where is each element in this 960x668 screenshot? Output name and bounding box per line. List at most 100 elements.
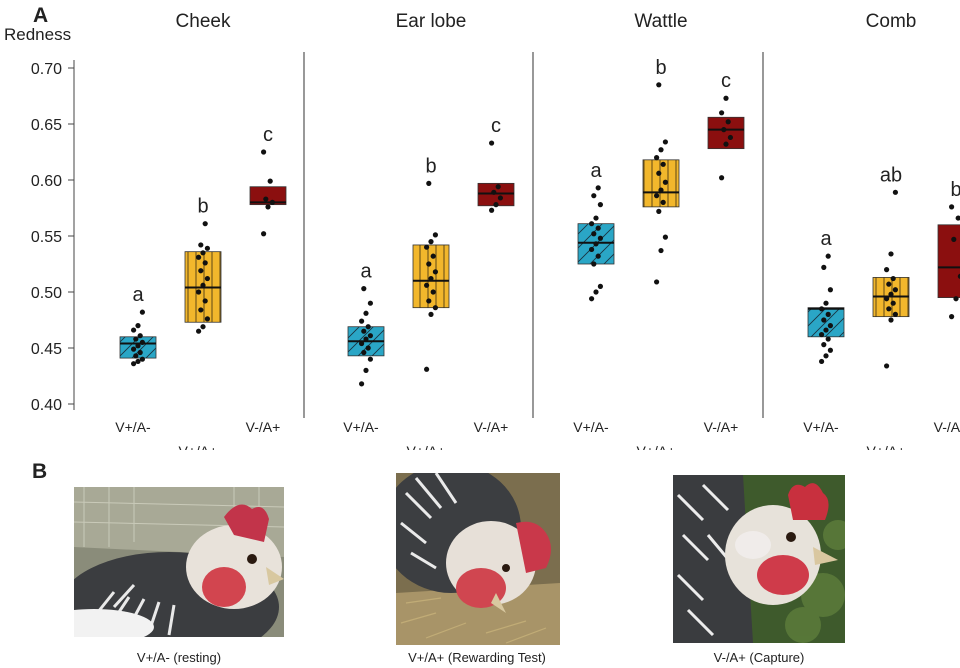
facet-title: Comb: [866, 11, 917, 32]
data-point: [363, 310, 369, 316]
data-point: [658, 187, 664, 193]
data-point: [949, 204, 955, 210]
data-point: [139, 356, 145, 362]
data-point: [825, 336, 831, 342]
data-point: [723, 141, 729, 147]
data-point: [367, 300, 373, 306]
data-point: [654, 193, 660, 199]
data-point: [888, 291, 894, 297]
data-point: [200, 250, 206, 256]
data-point: [428, 275, 434, 282]
data-point: [660, 161, 666, 167]
data-point: [892, 311, 899, 317]
data-point: [198, 242, 204, 248]
data-point: [493, 202, 499, 208]
data-point: [888, 317, 894, 323]
data-point: [819, 306, 825, 312]
data-point: [131, 346, 137, 352]
panel-b-label: B: [32, 460, 48, 483]
data-point: [430, 253, 436, 259]
data-point: [589, 296, 595, 302]
data-point: [367, 356, 373, 362]
data-point: [359, 381, 365, 387]
data-point: [589, 246, 595, 253]
data-point: [723, 95, 729, 101]
data-point: [365, 324, 371, 330]
data-point: [658, 147, 664, 153]
data-point: [265, 204, 271, 210]
data-point: [656, 170, 662, 176]
data-point: [589, 221, 595, 227]
category-label: V+/A+: [407, 443, 446, 450]
data-point: [361, 349, 367, 356]
data-point: [593, 289, 599, 295]
data-point: [261, 231, 267, 237]
category-label: V+/A-: [115, 419, 151, 435]
data-point: [432, 269, 438, 275]
data-point: [139, 339, 145, 345]
data-point: [656, 82, 662, 88]
data-point: [131, 327, 137, 333]
data-point: [196, 254, 202, 260]
data-point: [198, 307, 204, 313]
redness-boxplot-chart: A Redness 0.40 0.45 0.50 0.55 0.60 0.65 0.70 C…: [4, 4, 960, 450]
data-point: [489, 207, 495, 213]
category-label: V-/A+: [934, 419, 960, 435]
data-point: [886, 281, 892, 287]
significance-letter: a: [820, 228, 832, 250]
category-label: V+/A+: [867, 443, 906, 450]
photo-caption-rewarding-test: V+/A+ (Rewarding Test): [408, 650, 546, 665]
data-point: [654, 279, 660, 285]
data-point: [367, 333, 373, 339]
box-V-/A+: [937, 224, 960, 299]
data-point: [660, 199, 666, 205]
category-label: V+/A-: [803, 419, 839, 435]
data-point: [595, 253, 601, 259]
category-label: V+/A+: [179, 443, 218, 450]
data-point: [495, 184, 501, 190]
data-point: [204, 316, 210, 322]
category-label: V+/A-: [343, 419, 379, 435]
data-point: [135, 343, 141, 349]
data-point: [131, 361, 137, 367]
data-point: [497, 195, 503, 201]
y-tick-label: 0.50: [31, 285, 62, 302]
data-point: [597, 202, 604, 208]
data-point: [426, 261, 432, 267]
significance-letter: a: [590, 160, 602, 182]
data-point: [886, 306, 892, 312]
data-point: [819, 358, 825, 365]
significance-letter: c: [263, 124, 273, 146]
data-point: [825, 311, 831, 317]
category-label: V-/A+: [704, 419, 739, 435]
data-point: [202, 298, 208, 304]
photo-caption-capture: V-/A+ (Capture): [713, 650, 805, 665]
data-point: [597, 235, 604, 241]
significance-letter: b: [655, 57, 666, 79]
significance-letter: b: [197, 196, 208, 218]
data-point: [719, 175, 725, 181]
data-point: [593, 241, 599, 247]
significance-letter: ab: [880, 164, 902, 186]
data-point: [200, 324, 206, 330]
data-point: [202, 221, 208, 227]
data-point: [821, 264, 827, 270]
data-point: [263, 196, 269, 202]
data-point: [261, 149, 267, 155]
data-point: [426, 180, 432, 186]
facet-title: Wattle: [634, 11, 687, 32]
data-point: [137, 333, 143, 339]
data-point: [890, 275, 896, 282]
y-tick-label: 0.45: [31, 341, 62, 358]
data-point: [953, 296, 959, 302]
significance-letter: c: [491, 115, 501, 137]
data-point: [662, 139, 669, 145]
box-hatch: [643, 159, 679, 207]
data-point: [428, 239, 434, 245]
data-point: [196, 289, 202, 295]
data-point: [204, 275, 210, 282]
data-point: [821, 317, 827, 323]
data-point: [133, 336, 139, 342]
y-axis-label: Redness: [4, 25, 71, 44]
data-point: [489, 140, 495, 146]
